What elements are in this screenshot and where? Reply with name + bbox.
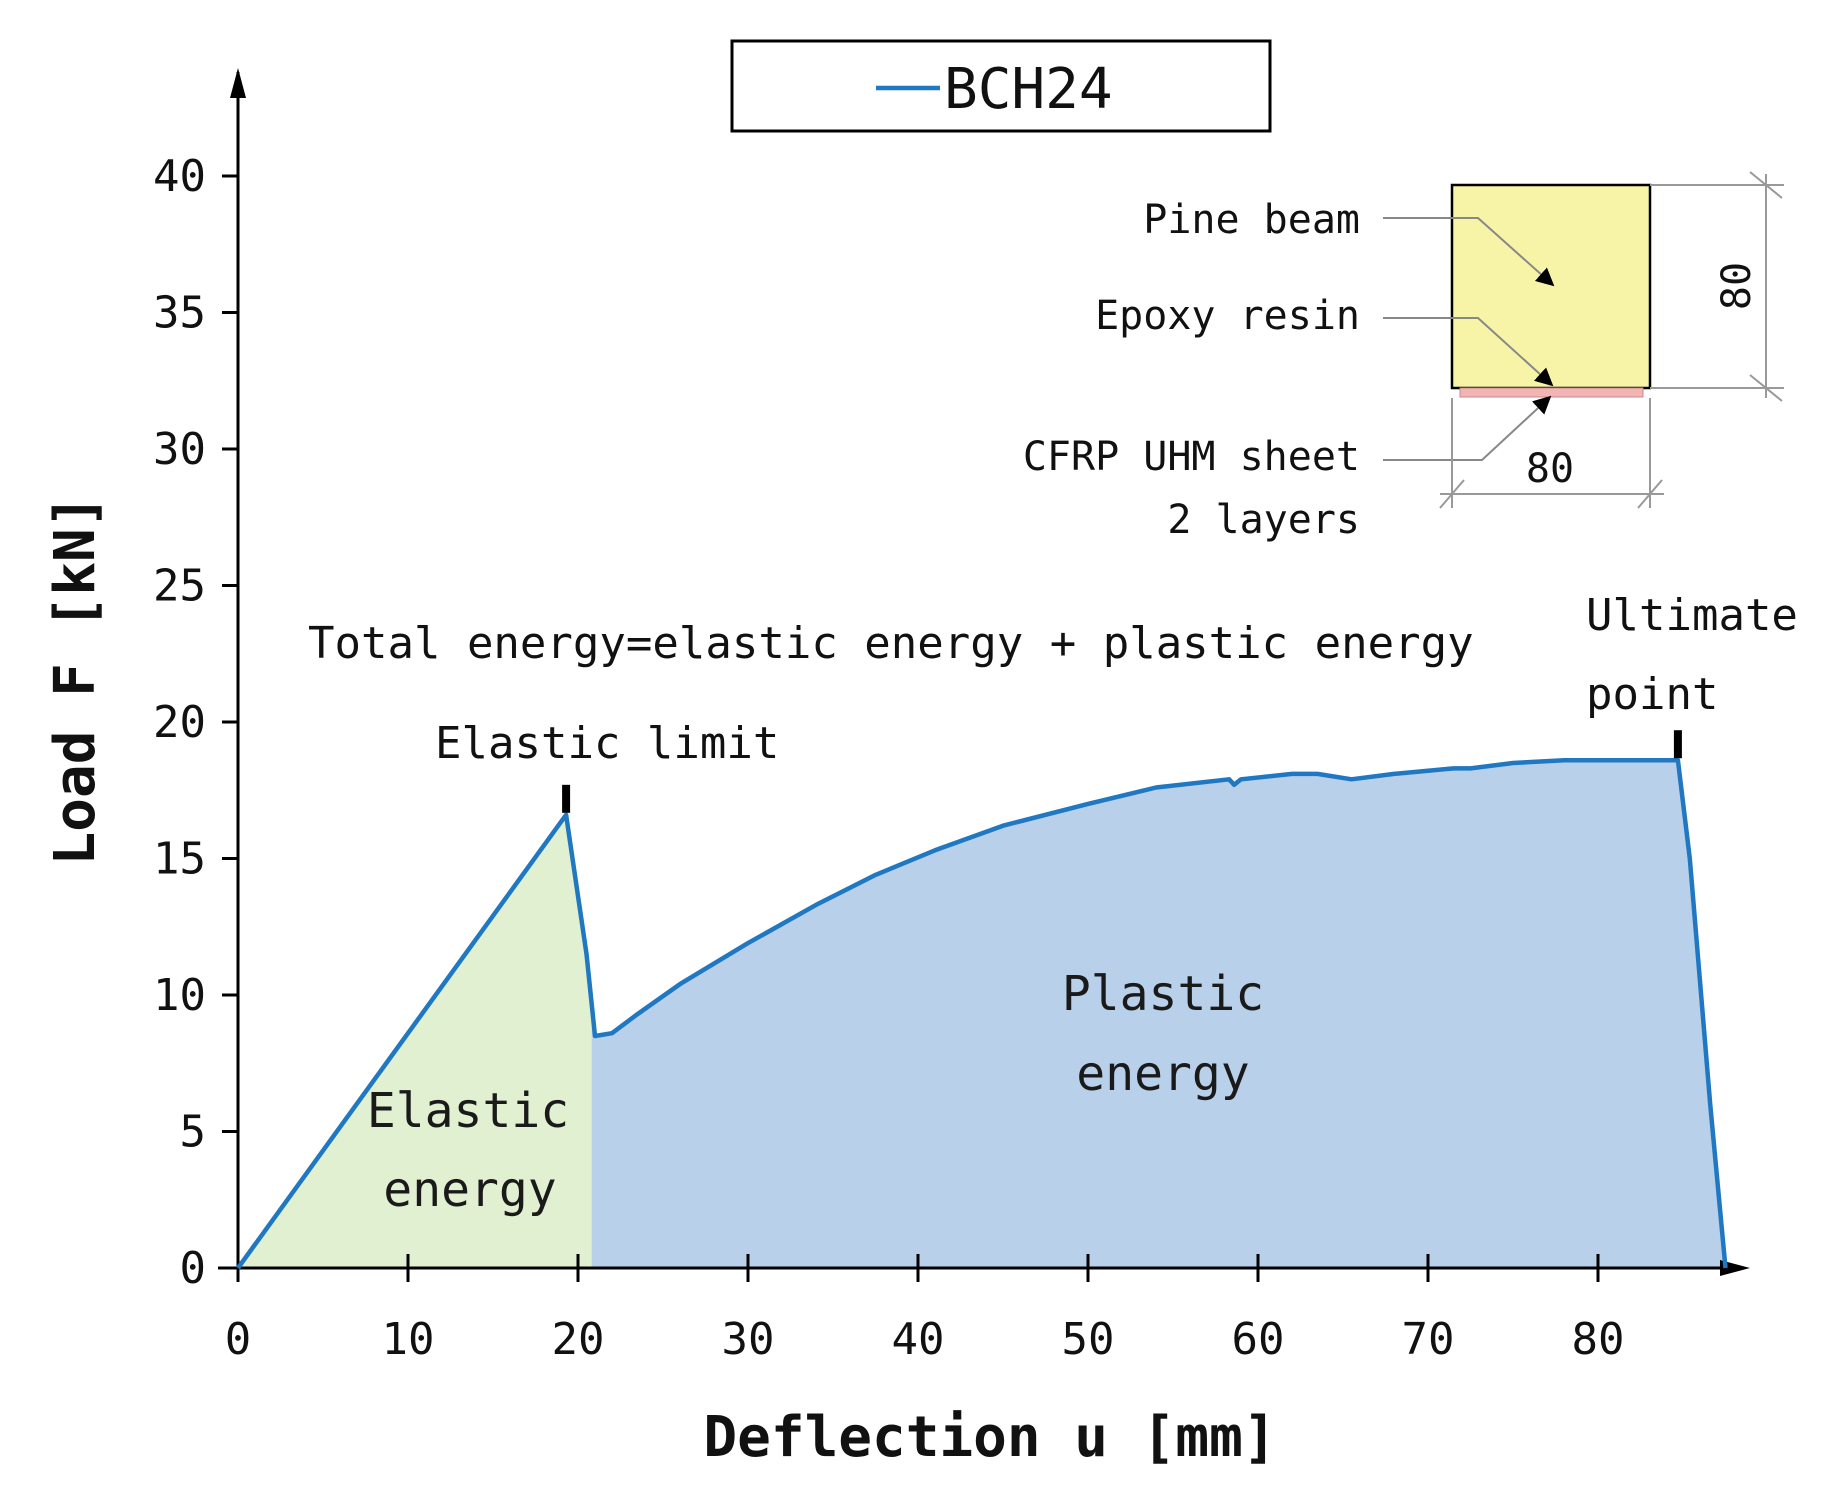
- legend-box: [730, 39, 1272, 133]
- axes: [218, 68, 1750, 1276]
- legend-label-bch24: BCH24: [944, 57, 1113, 122]
- y-tick-label: 10: [153, 970, 206, 1021]
- inset-cfrp-label-line2: 2 layers: [1167, 497, 1360, 543]
- elastic-energy-area: [238, 814, 592, 1268]
- plastic-energy-area: [591, 760, 1726, 1268]
- x-tick-label: 30: [722, 1314, 775, 1365]
- cfrp-sheet-section: [1459, 387, 1644, 398]
- y-tick-label: 5: [180, 1107, 207, 1158]
- y-axis-title: Load F [kN]: [43, 495, 108, 866]
- inset-cfrp-label-line1: CFRP UHM sheet: [1023, 434, 1360, 480]
- y-tick-label: 35: [153, 288, 206, 339]
- elastic-limit-label: Elastic limit: [435, 718, 779, 769]
- x-tick-label: 70: [1402, 1314, 1455, 1365]
- x-tick-label: 80: [1572, 1314, 1625, 1365]
- elastic-energy-label-line2: energy: [383, 1162, 556, 1218]
- x-tick-label: 0: [225, 1314, 252, 1365]
- x-tick-label: 20: [552, 1314, 605, 1365]
- cfrp-sheet-leader: [1383, 395, 1552, 461]
- plastic-energy-label-line2: energy: [1076, 1046, 1249, 1102]
- x-tick-label: 40: [892, 1314, 945, 1365]
- x-axis-title: Deflection u [mm]: [703, 1405, 1276, 1470]
- x-axis-arrow: [1720, 1260, 1750, 1276]
- elastic-energy-label-line1: Elastic: [367, 1083, 569, 1139]
- plastic-energy-label-line1: Plastic: [1062, 966, 1264, 1022]
- pine-beam-leader: [1383, 217, 1555, 287]
- legend: BCH24: [730, 39, 1272, 133]
- x-tick-label: 10: [382, 1314, 435, 1365]
- y-axis-ticks: 0 5 10 15 20 25 30 35 40: [153, 151, 238, 1294]
- x-tick-label: 50: [1062, 1314, 1115, 1365]
- ultimate-point-marker: [1673, 730, 1682, 759]
- inset-width-dimension-label: 80: [1526, 446, 1574, 492]
- series-line-bch24: [236, 757, 1728, 1270]
- width-dimension: 80: [1439, 398, 1664, 509]
- y-tick-label: 25: [153, 561, 206, 612]
- total-energy-annotation: Total energy=elastic energy + plastic en…: [308, 618, 1474, 669]
- ultimate-point-label-line1: Ultimate: [1586, 590, 1798, 641]
- y-tick-label: 15: [153, 834, 206, 885]
- inset-height-dimension-label: 80: [1714, 262, 1760, 310]
- y-tick-label: 20: [153, 697, 206, 748]
- y-axis-arrow: [230, 68, 246, 98]
- inset-epoxy-resin-label: Epoxy resin: [1095, 293, 1360, 339]
- x-axis-ticks: 0 10 20 30 40 50 60 70 80: [225, 1254, 1625, 1365]
- pine-beam-section: [1450, 183, 1652, 390]
- height-dimension: 80: [1650, 171, 1784, 402]
- inset-pine-beam-label: Pine beam: [1143, 197, 1360, 243]
- y-tick-label: 30: [153, 424, 206, 475]
- epoxy-resin-leader: [1383, 317, 1554, 387]
- y-tick-label: 0: [180, 1243, 207, 1294]
- ultimate-point-label-line2: point: [1586, 669, 1718, 720]
- elastic-limit-marker: [562, 784, 571, 813]
- x-tick-label: 60: [1232, 1314, 1285, 1365]
- y-tick-label: 40: [153, 151, 206, 202]
- beam-cross-section-inset: Pine beam Epoxy resin CFRP UHM sheet 2 l…: [1023, 171, 1784, 543]
